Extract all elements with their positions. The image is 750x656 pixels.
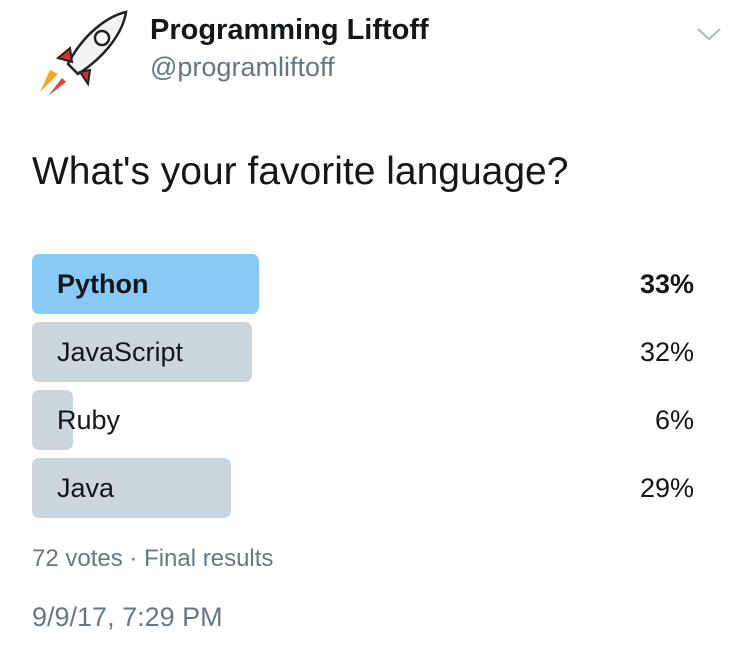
option-percent: 32%: [639, 337, 694, 367]
poll-bar: [32, 458, 232, 518]
option-label: Ruby: [57, 405, 121, 435]
option-label: Java: [57, 473, 115, 503]
poll-summary: 72 votes · Final results: [32, 545, 274, 572]
poll-bar: [32, 254, 259, 314]
poll-bar: [32, 390, 74, 450]
poll-bar: [32, 322, 252, 382]
account-handle[interactable]: @programliftoff: [150, 52, 335, 82]
account-name[interactable]: Programming Liftoff: [150, 14, 429, 46]
option-percent: 29%: [639, 473, 694, 503]
timestamp[interactable]: 9/9/17, 7:29 PM: [32, 602, 223, 632]
option-label: Python: [57, 269, 149, 299]
poll-question: What's your favorite language?: [32, 150, 569, 193]
option-percent: 33%: [639, 269, 694, 299]
option-percent: 6%: [654, 405, 694, 435]
menu-chevron[interactable]: [696, 26, 722, 42]
avatar[interactable]: [28, 4, 140, 98]
option-label: JavaScript: [57, 337, 184, 367]
